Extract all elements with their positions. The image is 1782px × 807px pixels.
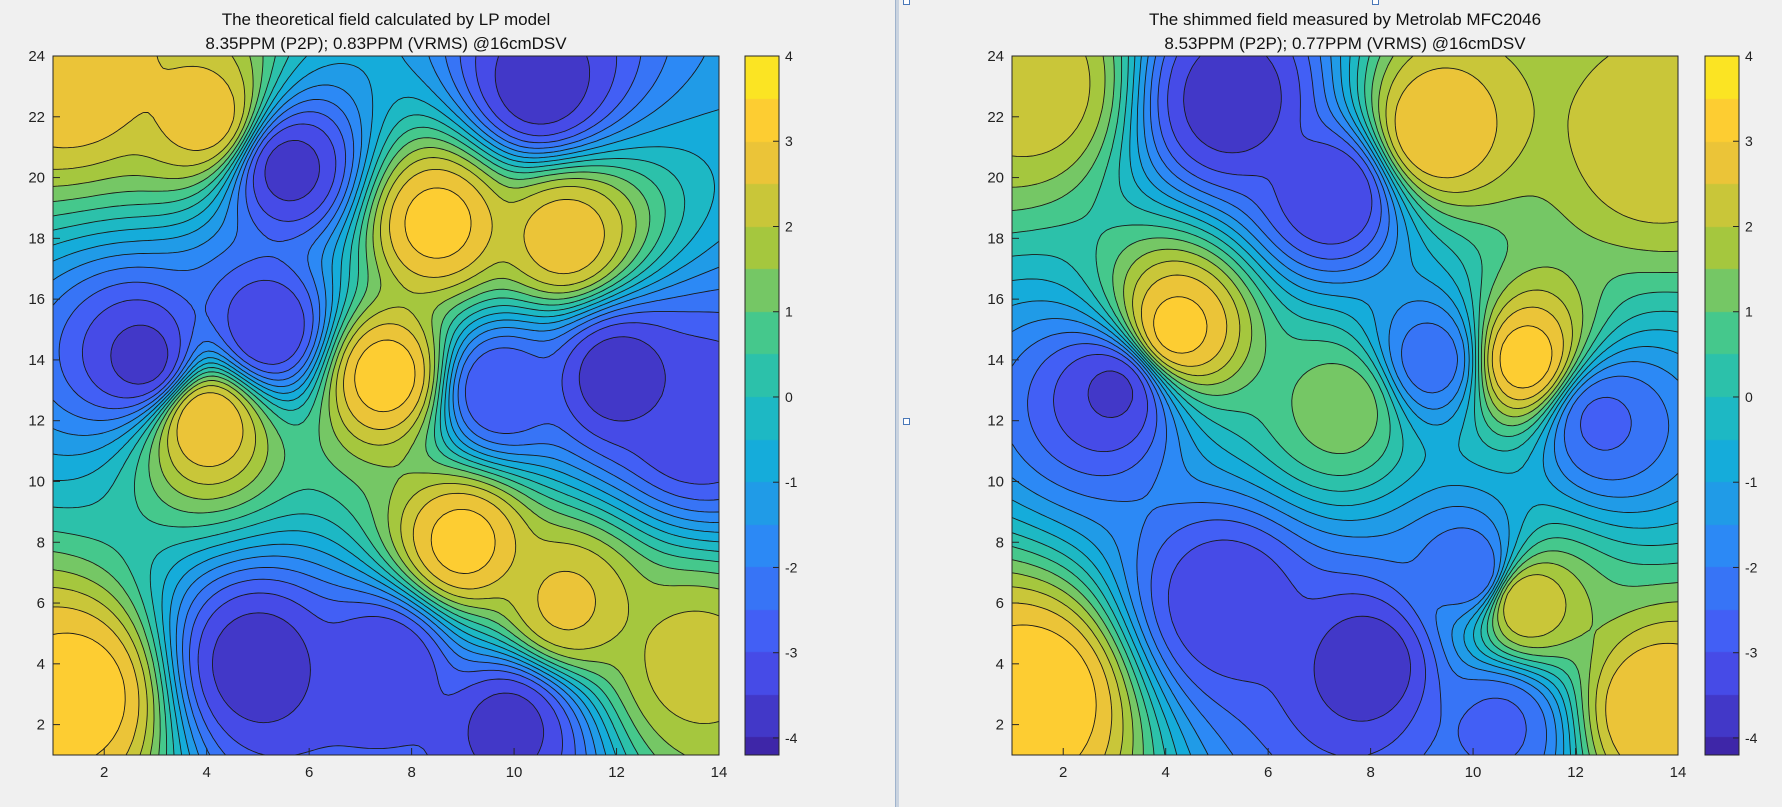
y-tick-label: 20 <box>28 170 45 187</box>
x-tick-label: 2 <box>1059 764 1067 781</box>
colorbar <box>745 56 779 755</box>
colorbar <box>1705 56 1739 755</box>
y-tick-label: 24 <box>28 48 45 65</box>
splitter-handle-right-top[interactable] <box>1372 0 1379 5</box>
y-tick-label: 6 <box>37 595 45 612</box>
splitter-handle-middle[interactable] <box>903 418 910 425</box>
x-tick-label: 4 <box>1162 764 1170 781</box>
colorbar-axis: -4 -3 -2 -1 0 1 2 3 4 <box>773 48 798 746</box>
colorbar-frame <box>744 55 780 756</box>
colorbar-tick-label: -3 <box>1745 645 1758 661</box>
right-contour-panel: The shimmed field measured by Metrolab M… <box>987 10 1757 781</box>
colorbar-tick-label: -4 <box>785 730 798 746</box>
x-tick-label: 6 <box>305 764 313 781</box>
x-tick-label: 4 <box>203 764 211 781</box>
x-tick-label: 14 <box>1670 764 1687 781</box>
colorbar-tick-label: -1 <box>785 474 798 490</box>
colorbar-tick-label: -3 <box>785 645 798 661</box>
colorbar-axis: -4 -3 -2 -1 0 1 2 3 4 <box>1733 48 1758 746</box>
y-tick-label: 16 <box>987 291 1004 308</box>
x-tick-label: 2 <box>100 764 108 781</box>
colorbar-tick-label: -2 <box>1745 559 1758 575</box>
y-tick-label: 4 <box>996 656 1004 673</box>
contour-line-set <box>1011 55 1679 756</box>
y-tick-label: 8 <box>996 534 1004 551</box>
colorbar-tick-label: 1 <box>1745 304 1753 320</box>
x-tick-label: 10 <box>1465 764 1482 781</box>
chart-subtitle: 8.35PPM (P2P); 0.83PPM (VRMS) @16cmDSV <box>205 34 567 53</box>
plot-frame <box>1011 55 1679 756</box>
y-tick-label: 8 <box>37 534 45 551</box>
colorbar-tick-label: 1 <box>785 304 793 320</box>
plot-frame <box>52 55 720 756</box>
colorbar-frame <box>1704 55 1740 756</box>
y-tick-label: 10 <box>987 473 1004 490</box>
x-tick-label: 8 <box>1366 764 1374 781</box>
x-tick-label: 8 <box>407 764 415 781</box>
x-tick-label: 10 <box>506 764 523 781</box>
left-contour-panel: The theoretical field calculated by LP m… <box>28 10 797 781</box>
figure-splitter[interactable] <box>895 0 899 807</box>
colorbar-tick-label: -1 <box>1745 474 1758 490</box>
x-tick-label: 14 <box>711 764 728 781</box>
x-tick-label: 6 <box>1264 764 1272 781</box>
y-tick-label: 10 <box>28 473 45 490</box>
colorbar-tick-label: 0 <box>785 389 793 405</box>
x-axis: 2 4 6 8 10 12 14 <box>100 748 727 781</box>
contour-plot-area <box>53 56 719 755</box>
contour-line-set <box>52 55 720 756</box>
x-tick-label: 12 <box>608 764 625 781</box>
colorbar-tick-label: -4 <box>1745 730 1758 746</box>
y-tick-label: 2 <box>37 717 45 734</box>
y-tick-label: 6 <box>996 595 1004 612</box>
y-tick-label: 18 <box>28 230 45 247</box>
colorbar-tick-label: -2 <box>785 559 798 575</box>
contour-lines <box>1011 55 1679 756</box>
colorbar-tick-label: 4 <box>785 48 793 64</box>
y-tick-label: 14 <box>28 352 45 369</box>
chart-title: The shimmed field measured by Metrolab M… <box>1149 10 1541 29</box>
colorbar-tick-label: 4 <box>1745 48 1753 64</box>
splitter-handle-top[interactable] <box>903 0 910 5</box>
colorbar-tick-label: 0 <box>1745 389 1753 405</box>
y-tick-label: 22 <box>987 109 1004 126</box>
y-tick-label: 18 <box>987 230 1004 247</box>
colorbar-tick-label: 2 <box>785 218 793 234</box>
colorbar-tick-label: 3 <box>1745 133 1753 149</box>
y-tick-label: 2 <box>996 717 1004 734</box>
y-tick-label: 12 <box>987 413 1004 430</box>
x-axis: 2 4 6 8 10 12 14 <box>1059 748 1686 781</box>
y-tick-label: 12 <box>28 413 45 430</box>
colorbar-tick-label: 3 <box>785 133 793 149</box>
y-tick-label: 14 <box>987 352 1004 369</box>
y-tick-label: 22 <box>28 109 45 126</box>
contour-lines <box>52 55 720 756</box>
y-tick-label: 4 <box>37 656 45 673</box>
chart-title: The theoretical field calculated by LP m… <box>222 10 551 29</box>
y-tick-label: 20 <box>987 170 1004 187</box>
y-tick-label: 24 <box>987 48 1004 65</box>
y-tick-label: 16 <box>28 291 45 308</box>
chart-subtitle: 8.53PPM (P2P); 0.77PPM (VRMS) @16cmDSV <box>1164 34 1526 53</box>
colorbar-tick-label: 2 <box>1745 218 1753 234</box>
x-tick-label: 12 <box>1567 764 1584 781</box>
